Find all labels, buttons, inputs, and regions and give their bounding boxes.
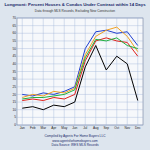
x-tick-label: Oct — [114, 126, 119, 130]
grid-line-x — [74, 18, 75, 125]
chart: Longmont: Percent Houses & Condos Under … — [0, 0, 150, 150]
series-line — [22, 46, 138, 110]
grid-line — [17, 25, 143, 26]
plot-area — [17, 18, 143, 125]
y-tick-label: 30 — [12, 77, 16, 81]
y-tick-label: 35 — [12, 70, 16, 74]
grid-line — [17, 18, 143, 19]
grid-line-x — [127, 18, 128, 125]
grid-line-x — [106, 18, 107, 125]
subtitle: Data through MLS Records, Excluding New … — [35, 9, 115, 13]
grid-line-x — [22, 18, 23, 125]
grid-line-x — [53, 18, 54, 125]
x-tick-label: Aug — [93, 126, 99, 130]
background — [0, 0, 150, 150]
grid-line — [17, 86, 143, 87]
footer-text: www.agentsforhomebuyers.com — [52, 139, 98, 143]
y-tick-label: 45 — [12, 54, 16, 58]
y-tick-label: 70 — [12, 16, 16, 20]
grid-line-x — [64, 18, 65, 125]
grid-line-x — [43, 18, 44, 125]
series-line — [22, 27, 138, 97]
y-tick-label: 40 — [12, 62, 16, 66]
grid-line-x — [95, 18, 96, 125]
grid-line — [17, 48, 143, 49]
y-tick-label: 25 — [12, 85, 16, 89]
series-line — [22, 38, 138, 101]
footer-text: Compiled by Agents For Home Buyers LLC — [45, 134, 107, 138]
y-tick-label: 60 — [12, 31, 16, 35]
grid-line — [17, 109, 143, 110]
grid-line — [17, 63, 143, 64]
x-tick-label: Dec — [135, 126, 141, 130]
grid-line — [17, 40, 143, 41]
y-tick-label: 20 — [12, 93, 16, 97]
grid-line-x — [85, 18, 86, 125]
lines — [22, 27, 138, 110]
y-tick-label: 55 — [12, 39, 16, 43]
grid-line-x — [32, 18, 33, 125]
grid-line — [17, 56, 143, 57]
x-tick-label: Apr — [51, 126, 57, 130]
y-tick-label: 15 — [12, 100, 16, 104]
y-tick-label: 0 — [14, 123, 16, 127]
footer-text: Data Source: IRES MLS Records — [51, 143, 99, 147]
grid-line — [17, 102, 143, 103]
x-tick-label: Jul — [83, 126, 87, 130]
x-tick-label: Feb — [30, 126, 36, 130]
series-line — [22, 38, 138, 99]
title: Longmont: Percent Houses & Condos Under … — [4, 2, 146, 7]
y-tick-label: 10 — [12, 108, 16, 112]
y-tick-label: 5 — [14, 115, 16, 119]
grid-line-x — [116, 18, 117, 125]
grid-line-x — [137, 18, 138, 125]
x-tick-label: Jun — [72, 126, 77, 130]
x-tick-label: Sep — [103, 126, 109, 130]
x-tick-label: Mar — [41, 126, 47, 130]
y-tick-label: 65 — [12, 24, 16, 28]
y-tick-label: 50 — [12, 47, 16, 51]
x-tick-label: Nov — [124, 126, 130, 130]
x-tick-label: May — [61, 126, 67, 130]
grid-line — [17, 117, 143, 118]
x-tick-label: Jan — [20, 126, 25, 130]
